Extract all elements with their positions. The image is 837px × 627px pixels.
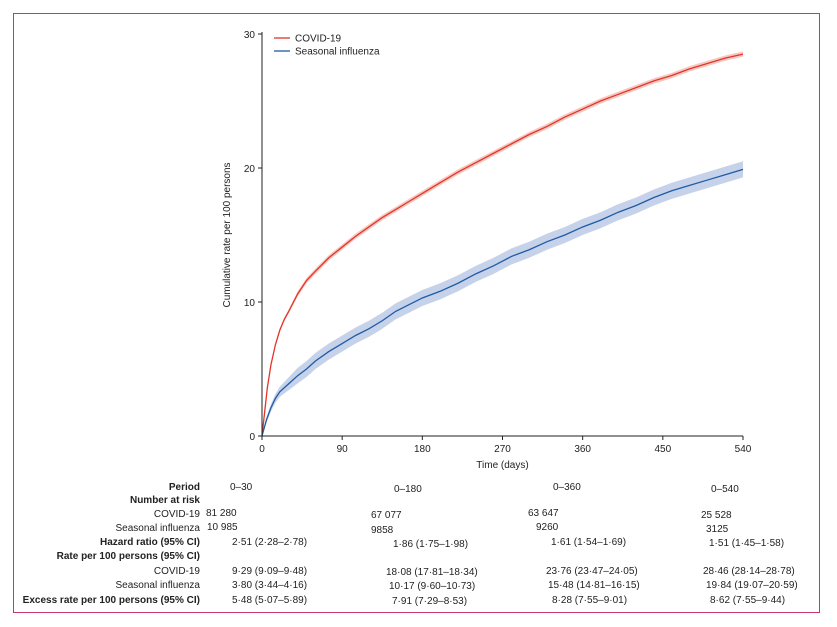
period-0-30: 0–30 [230,482,253,493]
y-tick-label-2: 20 [244,164,256,175]
rate-flu-label: Seasonal influenza [115,580,200,591]
excess-3: 8·62 (7·55–9·44) [710,595,786,606]
rate-covid-1: 18·08 (17·81–18·34) [386,567,478,578]
excess-1: 7·91 (7·29–8·53) [392,596,468,607]
hr-1: 1·86 (1·75–1·98) [393,539,469,550]
series-line-1 [261,168,744,437]
rate-covid-label: COVID-19 [153,566,200,577]
rate-covid-2: 23·76 (23·47–24·05) [546,566,638,577]
hr-3: 1·51 (1·45–1·58) [709,538,785,549]
y-tick-label-0: 0 [249,432,255,443]
y-tick-label-1: 10 [244,298,256,309]
y-tick-label-3: 30 [244,30,256,41]
nar-flu-label: Seasonal influenza [115,523,200,534]
x-tick-label-0: 0 [259,444,265,455]
rate-flu-2: 15·48 (14·81–16·15) [548,580,640,591]
nar-flu-1: 9858 [371,525,394,536]
rate-flu-0: 3·80 (3·44–4·16) [232,580,308,591]
number-at-risk-label: Number at risk [129,495,200,506]
nar-flu-2: 9260 [536,522,559,533]
nar-flu-0: 10 985 [207,522,238,533]
nar-covid-2: 63 647 [528,508,559,519]
legend-label-1: Seasonal influenza [295,47,380,58]
x-tick-label-5: 450 [654,444,671,455]
hr-2: 1·61 (1·54–1·69) [551,537,627,548]
nar-covid-1: 67 077 [371,510,402,521]
period-0-540: 0–540 [711,484,739,495]
period-0-180: 0–180 [394,484,422,495]
ci-band-0 [262,51,743,437]
nar-flu-3: 3125 [706,524,729,535]
x-tick-label-6: 540 [735,444,752,455]
rate-covid-3: 28·46 (28·14–28·78) [703,566,795,577]
rate-flu-1: 10·17 (9·60–10·73) [389,581,476,592]
period-0-360: 0–360 [553,482,581,493]
hr-0: 2·51 (2·28–2·78) [232,537,308,548]
hazard-ratio-label: Hazard ratio (95% CI) [99,537,200,548]
excess-2: 8·28 (7·55–9·01) [552,595,628,606]
period-label: Period [168,482,200,493]
excess-0: 5·48 (5·07–5·89) [232,595,308,606]
rate-flu-3: 19·84 (19·07–20·59) [706,580,798,591]
x-tick-label-1: 90 [337,444,349,455]
figure-frame [13,13,820,613]
cumulative-rate-chart: 0 90 180 270 360 450 540 0 10 20 30 Time (days) Cumu… [222,30,752,471]
nar-covid-label: COVID-19 [153,509,200,520]
rate-label: Rate per 100 persons (95% CI) [56,551,200,562]
rate-covid-0: 9·29 (9·09–9·48) [232,566,308,577]
legend-label-0: COVID-19 [295,34,342,45]
x-axis-label: Time (days) [476,460,528,471]
nar-covid-0: 81 280 [206,508,237,519]
x-tick-label-2: 180 [414,444,431,455]
excess-label: Excess rate per 100 persons (95% CI) [22,595,200,606]
nar-covid-3: 25 528 [701,510,732,521]
x-tick-label-4: 360 [574,444,591,455]
ci-band-1 [262,161,743,437]
y-axis-label: Cumulative rate per 100 persons [222,162,233,307]
series-line-0 [261,53,744,437]
x-tick-label-3: 270 [494,444,511,455]
